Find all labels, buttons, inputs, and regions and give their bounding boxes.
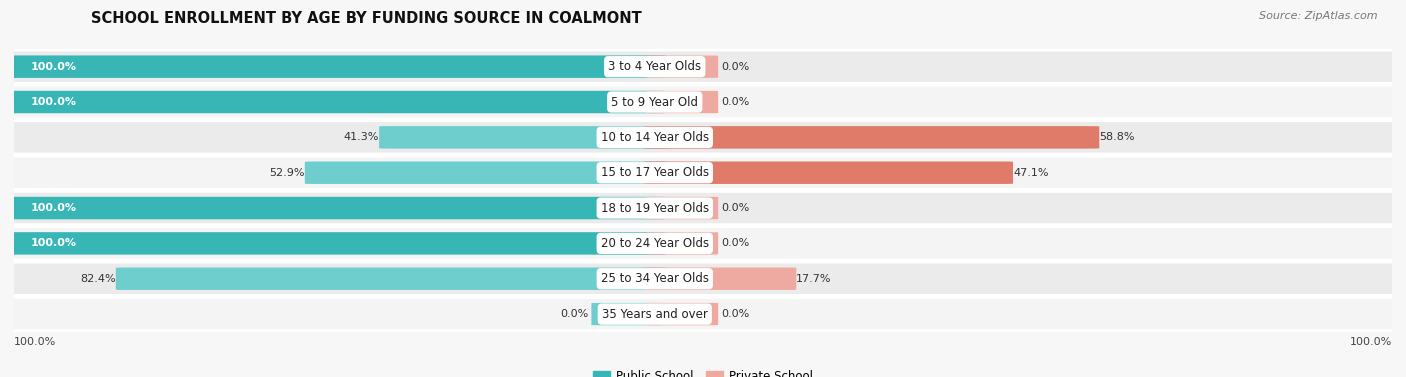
Text: 0.0%: 0.0% xyxy=(561,309,589,319)
Text: 20 to 24 Year Olds: 20 to 24 Year Olds xyxy=(600,237,709,250)
Text: 10 to 14 Year Olds: 10 to 14 Year Olds xyxy=(600,131,709,144)
FancyBboxPatch shape xyxy=(647,91,718,113)
Text: 3 to 4 Year Olds: 3 to 4 Year Olds xyxy=(609,60,702,73)
FancyBboxPatch shape xyxy=(305,161,666,184)
FancyBboxPatch shape xyxy=(644,161,1012,184)
FancyBboxPatch shape xyxy=(0,191,1406,225)
FancyBboxPatch shape xyxy=(3,232,666,254)
FancyBboxPatch shape xyxy=(0,227,1406,261)
Text: 41.3%: 41.3% xyxy=(343,132,380,143)
Text: 0.0%: 0.0% xyxy=(721,238,749,248)
FancyBboxPatch shape xyxy=(0,156,1406,190)
Text: 18 to 19 Year Olds: 18 to 19 Year Olds xyxy=(600,202,709,215)
Text: 100.0%: 100.0% xyxy=(1350,337,1392,347)
Text: 100.0%: 100.0% xyxy=(14,337,56,347)
Legend: Public School, Private School: Public School, Private School xyxy=(588,366,818,377)
Text: 100.0%: 100.0% xyxy=(31,238,76,248)
Text: 100.0%: 100.0% xyxy=(31,203,76,213)
Text: 82.4%: 82.4% xyxy=(80,274,115,284)
Text: 0.0%: 0.0% xyxy=(721,97,749,107)
Text: 5 to 9 Year Old: 5 to 9 Year Old xyxy=(612,95,699,109)
Text: SCHOOL ENROLLMENT BY AGE BY FUNDING SOURCE IN COALMONT: SCHOOL ENROLLMENT BY AGE BY FUNDING SOUR… xyxy=(91,11,643,26)
FancyBboxPatch shape xyxy=(647,197,718,219)
FancyBboxPatch shape xyxy=(3,55,666,78)
FancyBboxPatch shape xyxy=(647,303,718,325)
FancyBboxPatch shape xyxy=(115,268,666,290)
FancyBboxPatch shape xyxy=(0,50,1406,84)
FancyBboxPatch shape xyxy=(647,232,718,254)
FancyBboxPatch shape xyxy=(0,85,1406,119)
FancyBboxPatch shape xyxy=(0,262,1406,296)
Text: 17.7%: 17.7% xyxy=(796,274,832,284)
FancyBboxPatch shape xyxy=(644,126,1099,149)
Text: 0.0%: 0.0% xyxy=(721,62,749,72)
Text: 100.0%: 100.0% xyxy=(31,62,76,72)
FancyBboxPatch shape xyxy=(592,303,664,325)
Text: 0.0%: 0.0% xyxy=(721,309,749,319)
FancyBboxPatch shape xyxy=(0,297,1406,331)
Text: 58.8%: 58.8% xyxy=(1099,132,1135,143)
Text: Source: ZipAtlas.com: Source: ZipAtlas.com xyxy=(1260,11,1378,21)
Text: 47.1%: 47.1% xyxy=(1012,168,1049,178)
FancyBboxPatch shape xyxy=(380,126,666,149)
Text: 52.9%: 52.9% xyxy=(270,168,305,178)
FancyBboxPatch shape xyxy=(0,120,1406,154)
FancyBboxPatch shape xyxy=(644,268,796,290)
FancyBboxPatch shape xyxy=(3,91,666,113)
FancyBboxPatch shape xyxy=(3,197,666,219)
Text: 100.0%: 100.0% xyxy=(31,97,76,107)
Text: 35 Years and over: 35 Years and over xyxy=(602,308,707,320)
Text: 25 to 34 Year Olds: 25 to 34 Year Olds xyxy=(600,272,709,285)
Text: 15 to 17 Year Olds: 15 to 17 Year Olds xyxy=(600,166,709,179)
Text: 0.0%: 0.0% xyxy=(721,203,749,213)
FancyBboxPatch shape xyxy=(647,55,718,78)
